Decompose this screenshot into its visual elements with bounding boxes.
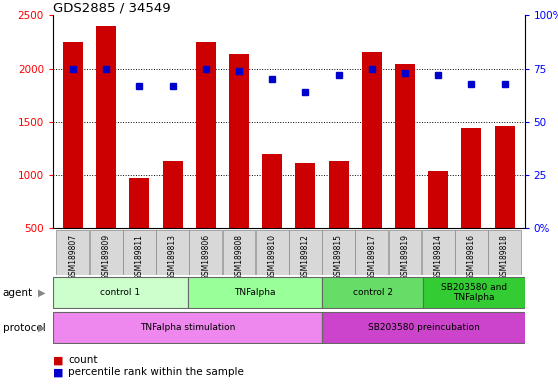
Text: GSM189807: GSM189807 — [69, 234, 78, 280]
Bar — [329, 161, 349, 282]
Text: GSM189818: GSM189818 — [500, 234, 509, 280]
Bar — [455, 230, 488, 275]
Text: GSM189815: GSM189815 — [334, 234, 343, 280]
Text: ▶: ▶ — [38, 323, 45, 333]
Text: control 1: control 1 — [100, 288, 141, 297]
Text: count: count — [68, 355, 98, 365]
Bar — [355, 230, 388, 275]
Bar — [362, 51, 382, 282]
Text: agent: agent — [3, 288, 33, 298]
Bar — [129, 178, 150, 282]
Text: TNFalpha: TNFalpha — [234, 288, 276, 297]
Text: GSM189806: GSM189806 — [201, 234, 210, 280]
Bar — [289, 230, 322, 275]
Bar — [322, 230, 355, 275]
Text: protocol: protocol — [3, 323, 46, 333]
Bar — [428, 171, 448, 282]
Bar — [395, 65, 415, 282]
Bar — [422, 230, 455, 275]
Text: GSM189808: GSM189808 — [234, 234, 243, 280]
Bar — [323, 277, 424, 308]
Bar — [295, 164, 315, 282]
Bar — [256, 230, 288, 275]
Bar — [262, 154, 282, 282]
Text: GSM189814: GSM189814 — [434, 234, 442, 280]
Bar — [90, 230, 123, 275]
Text: TNFalpha stimulation: TNFalpha stimulation — [140, 323, 235, 332]
Text: ■: ■ — [53, 355, 64, 365]
Text: ■: ■ — [53, 367, 64, 377]
Bar — [424, 277, 525, 308]
Bar — [323, 312, 525, 343]
Text: GSM189810: GSM189810 — [268, 234, 277, 280]
Text: percentile rank within the sample: percentile rank within the sample — [68, 367, 244, 377]
Text: GSM189809: GSM189809 — [102, 234, 110, 280]
Bar — [53, 312, 323, 343]
Bar — [229, 54, 249, 282]
Bar — [388, 230, 421, 275]
Bar — [123, 230, 156, 275]
Text: GSM189813: GSM189813 — [168, 234, 177, 280]
Bar — [461, 128, 482, 282]
Text: GSM189819: GSM189819 — [401, 234, 410, 280]
Bar — [223, 230, 256, 275]
Bar — [56, 230, 89, 275]
Bar — [53, 277, 187, 308]
Text: SB203580 preincubation: SB203580 preincubation — [368, 323, 479, 332]
Bar — [187, 277, 323, 308]
Bar — [162, 161, 182, 282]
Bar — [63, 42, 83, 282]
Text: control 2: control 2 — [353, 288, 393, 297]
Bar — [494, 126, 514, 282]
Text: GSM189811: GSM189811 — [135, 234, 144, 280]
Bar — [189, 230, 222, 275]
Text: GSM189816: GSM189816 — [467, 234, 476, 280]
Text: ▶: ▶ — [38, 288, 45, 298]
Text: GSM189817: GSM189817 — [367, 234, 376, 280]
Text: GDS2885 / 34549: GDS2885 / 34549 — [53, 1, 171, 14]
Bar — [96, 26, 116, 282]
Text: SB203580 and
TNFalpha: SB203580 and TNFalpha — [441, 283, 507, 303]
Bar — [156, 230, 189, 275]
Bar — [196, 42, 216, 282]
Text: GSM189812: GSM189812 — [301, 234, 310, 280]
Bar — [488, 230, 521, 275]
